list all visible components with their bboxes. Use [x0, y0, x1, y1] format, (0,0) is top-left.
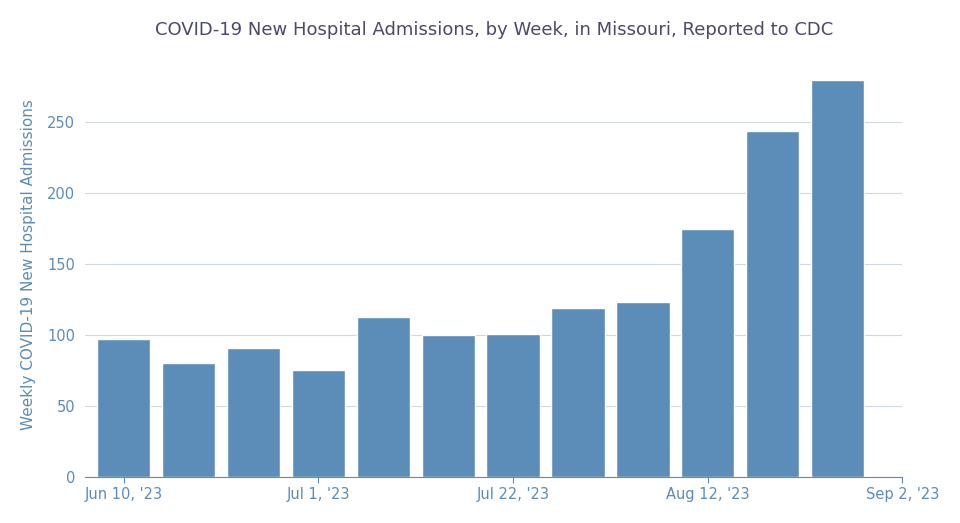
Bar: [97, 339, 151, 477]
Bar: [487, 334, 540, 477]
Bar: [421, 335, 475, 477]
Bar: [551, 308, 605, 477]
Bar: [746, 131, 800, 477]
Bar: [292, 370, 345, 477]
Bar: [811, 80, 864, 477]
Bar: [162, 363, 215, 477]
Bar: [682, 229, 734, 477]
Y-axis label: Weekly COVID-19 New Hospital Admissions: Weekly COVID-19 New Hospital Admissions: [21, 99, 36, 429]
Bar: [357, 316, 410, 477]
Title: COVID-19 New Hospital Admissions, by Week, in Missouri, Reported to CDC: COVID-19 New Hospital Admissions, by Wee…: [155, 21, 832, 39]
Bar: [616, 302, 669, 477]
Bar: [227, 348, 280, 477]
